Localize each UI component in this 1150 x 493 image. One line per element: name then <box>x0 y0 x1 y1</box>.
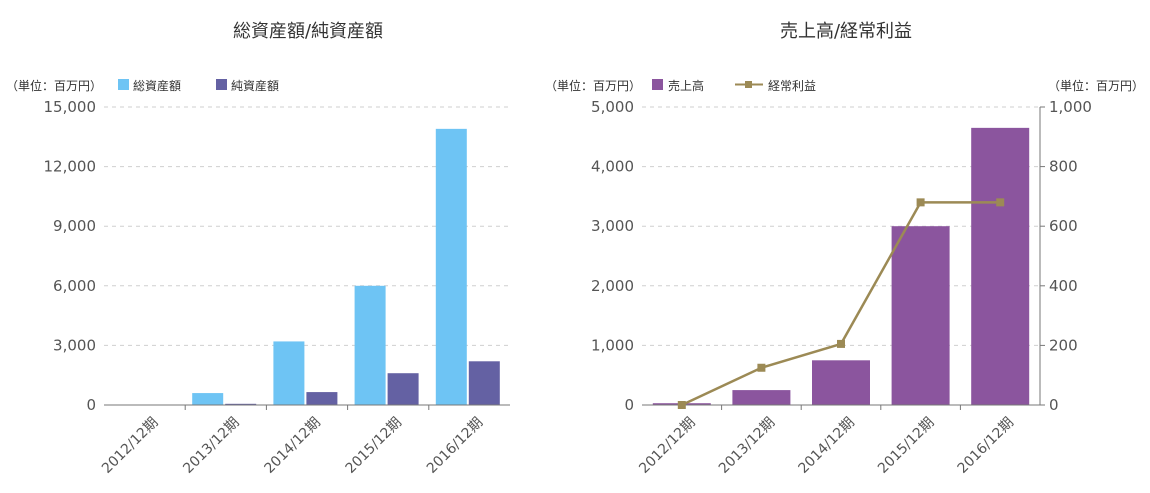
chart2-y-right-tick-label: 800 <box>1049 158 1078 176</box>
chart2-y-left-tick-label: 0 <box>624 396 634 414</box>
chart2-bar-sales <box>812 360 870 405</box>
chart2-x-label: 2015/12期 <box>875 415 937 477</box>
chart2-legend-sales: 売上高 <box>668 78 704 93</box>
chart2-point-profit <box>837 339 845 348</box>
chart2-legend-swatch-sales <box>652 79 663 90</box>
chart1-y-tick-label: 0 <box>86 396 96 414</box>
chart1-title: 総資産額/純資産額 <box>233 21 383 42</box>
chart1-legend-swatch-total-assets <box>118 79 129 90</box>
chart1-y-tick-label: 3,000 <box>53 336 96 354</box>
chart1-x-label: 2012/12期 <box>99 415 161 477</box>
chart1-x-label: 2013/12期 <box>180 415 242 477</box>
chart2-y-right-tick-label: 600 <box>1049 217 1078 235</box>
chart2-y-left-tick-label: 2,000 <box>591 277 634 295</box>
chart1-legend-net-assets: 純資産額 <box>231 78 279 93</box>
chart1-bar-net-assets <box>306 392 338 405</box>
chart2-point-profit <box>996 198 1005 207</box>
chart1-bar-total-assets <box>354 285 386 405</box>
chart-marks: 0 3,000 6,000 9,000 12,000 15,000 2012/12期 2013… <box>44 98 1092 477</box>
chart2-y-left-tick-label: 1,000 <box>591 336 634 354</box>
chart1-x-label: 2016/12期 <box>424 415 486 477</box>
chart1-y-tick-label: 12,000 <box>44 158 97 176</box>
chart1-bar-net-assets <box>468 361 500 405</box>
chart2-legend-marker-profit <box>745 81 752 88</box>
chart2-point-profit <box>757 363 766 372</box>
chart2-y-right-tick-label: 0 <box>1049 396 1059 414</box>
chart2-x-label: 2014/12期 <box>795 415 857 477</box>
chart2-x-label: 2013/12期 <box>716 415 778 477</box>
chart2-bar-sales <box>971 127 1030 406</box>
chart2-legend-profit: 経常利益 <box>768 79 816 93</box>
chart1-legend-swatch-net-assets <box>216 79 227 90</box>
chart1-bar-net-assets <box>387 373 419 405</box>
chart2-y-right-tick-label: 200 <box>1049 336 1078 354</box>
chart1-bar-total-assets <box>273 341 305 405</box>
chart2-bar-sales <box>891 226 950 405</box>
chart2-y-left-tick-label: 5,000 <box>591 98 634 116</box>
chart1-bar-total-assets <box>435 128 467 405</box>
chart1-x-label: 2014/12期 <box>261 415 323 477</box>
chart2-bar-sales <box>732 390 791 405</box>
chart2-x-label: 2016/12期 <box>955 415 1017 477</box>
chart1-y-tick-label: 6,000 <box>53 277 96 295</box>
chart2-point-profit <box>916 198 925 207</box>
chart1-unit-label: （単位：百万円） <box>6 78 102 93</box>
chart2-y-right-tick-label: 1,000 <box>1049 98 1092 116</box>
chart2-point-profit <box>677 401 686 409</box>
chart2-unit-label-right: （単位：百万円） <box>1048 78 1144 93</box>
chart2-title: 売上高/経常利益 <box>780 21 912 42</box>
chart1-y-tick-label: 9,000 <box>53 217 96 235</box>
chart2-x-label: 2012/12期 <box>636 415 698 477</box>
chart2-unit-label-left: （単位：百万円） <box>545 78 641 93</box>
chart1-legend-total-assets: 総資産額 <box>133 78 181 93</box>
chart2-y-left-tick-label: 4,000 <box>591 158 634 176</box>
chart1-y-tick-label: 15,000 <box>44 98 97 116</box>
chart2-y-right-tick-label: 400 <box>1049 277 1078 295</box>
chart2-y-left-tick-label: 3,000 <box>591 217 634 235</box>
chart1-bar-net-assets <box>225 403 257 405</box>
chart1-bar-total-assets <box>192 393 224 405</box>
chart1-x-label: 2015/12期 <box>343 415 405 477</box>
